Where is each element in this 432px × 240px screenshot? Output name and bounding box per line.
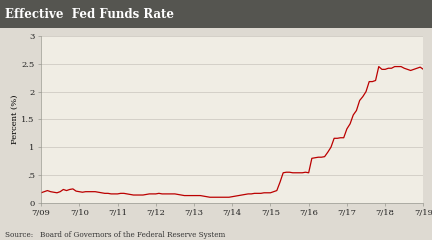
Text: Effective  Fed Funds Rate: Effective Fed Funds Rate xyxy=(5,8,174,21)
Text: Source:   Board of Governors of the Federal Reserve System: Source: Board of Governors of the Federa… xyxy=(5,231,226,239)
Y-axis label: Percent (%): Percent (%) xyxy=(11,95,19,144)
